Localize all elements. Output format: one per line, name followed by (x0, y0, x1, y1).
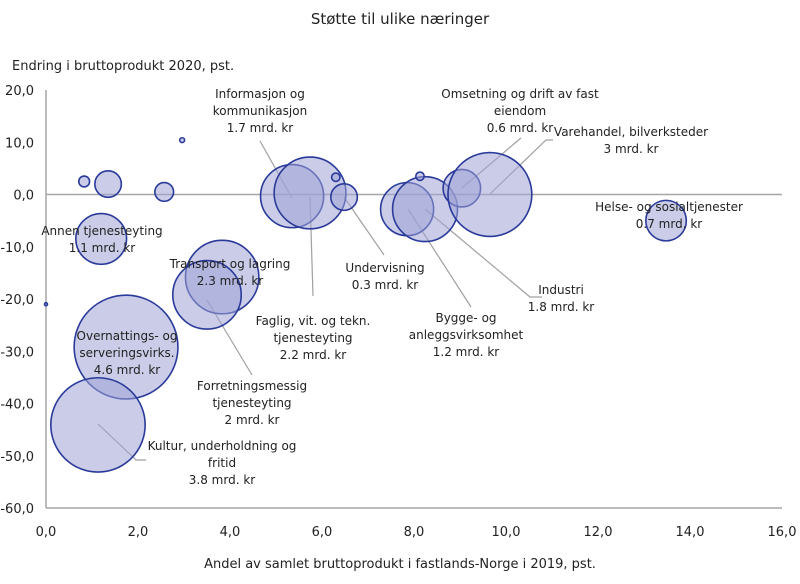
bubble-unlabeled-5 (330, 172, 341, 183)
bubble-varehandel-bilverksteder (447, 151, 533, 238)
y-tick-labels: 20,0 10,0 0,0 -10,0 -20,0 -30,0 -40,0 -50,0 -60,… (0, 84, 34, 517)
data-label-line: Kultur, underholdning og (148, 439, 297, 453)
data-label-informasjon-og-kommunikasjon: Informasjon og kommunikasjon 1.7 mrd. kr (213, 87, 307, 135)
data-label-line: Faglig, vit. og tekn. (256, 314, 371, 328)
y-tick-label: -60,0 (0, 502, 34, 517)
data-label-overnattings-og-serveringsvirks: Overnattings- og serveringsvirks. 4.6 mrd.… (77, 329, 178, 377)
data-label-line: eiendom (494, 104, 546, 118)
data-label-line: Omsetning og drift av fast (441, 87, 599, 101)
bubble-unlabeled-7 (43, 301, 49, 307)
data-label-omsetning-og-drift-av-fast-eiendom: Omsetning og drift av fast eiendom 0.6 mrd… (441, 87, 599, 135)
data-label-line: tjenesteyting (212, 396, 291, 410)
data-label-line: Informasjon og (215, 87, 305, 101)
x-tick-label: 0,0 (36, 525, 57, 540)
data-label-line: Annen tjenesteyting (41, 224, 162, 238)
data-label-line: serveringsvirks. (79, 346, 174, 360)
data-label-line: Undervisning (345, 261, 424, 275)
y-tick-label: -10,0 (0, 241, 34, 256)
data-label-line: 0.6 mrd. kr (487, 121, 554, 135)
x-tick-label: 2,0 (128, 525, 149, 540)
x-tick-label: 16,0 (768, 525, 797, 540)
bubble-unlabeled-1 (77, 175, 91, 188)
data-label-line: fritid (208, 456, 236, 470)
bubble-forretningsmessig-tjenesteyting (171, 259, 243, 330)
data-label-line: 2 mrd. kr (225, 413, 280, 427)
data-label-line: 3.8 mrd. kr (189, 473, 256, 487)
x-tick-label: 8,0 (404, 525, 425, 540)
data-label-forretningsmessig-tjenesteyting: Forretningsmessig tjenesteyting 2 mrd. kr (197, 379, 307, 427)
data-label-line: 0.3 mrd. kr (352, 278, 419, 292)
data-label-line: 1.7 mrd. kr (227, 121, 294, 135)
bubble-unlabeled-3 (178, 136, 186, 144)
y-tick-label: 10,0 (5, 136, 34, 151)
data-label-line: 1.2 mrd. kr (433, 345, 500, 359)
bubble-unlabeled-6 (414, 171, 425, 182)
data-label-line: 2.2 mrd. kr (280, 348, 347, 362)
data-label-line: tjenesteyting (273, 331, 352, 345)
y-tick-label: -40,0 (0, 398, 34, 413)
data-label-line: anleggsvirksomhet (409, 328, 524, 342)
leader-line (424, 208, 542, 298)
data-label-helse-og-sosialtjenester: Helse- og sosialtjenester 0.7 mrd. kr (595, 200, 743, 231)
data-label-line: Industri (538, 283, 584, 297)
x-tick-label: 4,0 (220, 525, 241, 540)
bubble-annen-tjenesteyting (75, 212, 128, 266)
y-axis-title: Endring i bruttoprodukt 2020, pst. (12, 59, 234, 74)
y-tick-label: -30,0 (0, 345, 34, 360)
data-label-line: kommunikasjon (213, 104, 307, 118)
data-label-line: Helse- og sosialtjenester (595, 200, 743, 214)
bubble-helse-og-sosialtjenester (645, 199, 688, 242)
data-label-undervisning: Undervisning 0.3 mrd. kr (345, 261, 424, 292)
x-axis-title: Andel av samlet bruttoprodukt i fastland… (204, 557, 596, 572)
data-label-line: 0.7 mrd. kr (636, 217, 703, 231)
bubble-unlabeled-2 (94, 169, 123, 199)
y-tick-label: 20,0 (5, 84, 34, 99)
chart-title: Støtte til ulike næringer (311, 10, 490, 28)
data-label-transport-og-lagring: Transport og lagring 2.3 mrd. kr (169, 257, 291, 288)
data-label-line: 2.3 mrd. kr (197, 274, 264, 288)
x-tick-label: 6,0 (312, 525, 333, 540)
y-tick-label: -50,0 (0, 450, 34, 465)
data-label-line: Bygge- og (435, 311, 496, 325)
bubble-unlabeled-4 (154, 181, 175, 203)
data-label-line: 1.8 mrd. kr (528, 300, 595, 314)
data-label-line: 4.6 mrd. kr (94, 363, 161, 377)
y-tick-label: 0,0 (13, 189, 34, 204)
data-label-line: Forretningsmessig (197, 379, 307, 393)
data-label-line: 3 mrd. kr (604, 142, 659, 156)
x-tick-label: 10,0 (492, 525, 521, 540)
y-tick-label: -20,0 (0, 293, 34, 308)
data-label-varehandel-bilverksteder: Varehandel, bilverksteder 3 mrd. kr (554, 125, 708, 156)
data-label-annen-tjenesteyting: Annen tjenesteyting 1.1 mrd. kr (41, 224, 162, 255)
data-label-faglig-vit-og-tekn-tjenesteyting: Faglig, vit. og tekn. tjenesteyting 2.2 mr… (256, 314, 371, 362)
x-tick-label: 14,0 (676, 525, 705, 540)
bubble-labels: Annen tjenesteyting 1.1 mrd. kr Transport … (41, 87, 743, 487)
data-label-line: Transport og lagring (169, 257, 291, 271)
data-label-bygge-og-anleggsvirksomhet: Bygge- og anleggsvirksomhet 1.2 mrd. kr (409, 311, 524, 359)
data-label-line: Overnattings- og (77, 329, 178, 343)
bubble-kultur-underholdning-og-fritid (50, 376, 146, 473)
data-label-kultur-underholdning-og-fritid: Kultur, underholdning og fritid 3.8 mrd. k… (148, 439, 297, 487)
data-label-line: Varehandel, bilverksteder (554, 125, 708, 139)
data-label-industri: Industri 1.8 mrd. kr (528, 283, 595, 314)
x-tick-labels: 0,0 2,0 4,0 6,0 8,0 10,0 12,0 14,0 16,0 (36, 525, 797, 540)
x-tick-label: 12,0 (584, 525, 613, 540)
bubble-undervisning (330, 183, 359, 212)
bubbles (43, 136, 688, 473)
data-label-line: 1.1 mrd. kr (69, 241, 136, 255)
